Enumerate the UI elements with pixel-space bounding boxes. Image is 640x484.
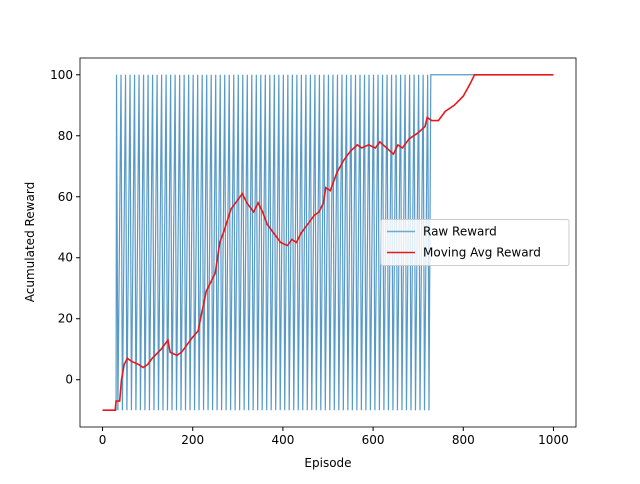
series-line — [102, 73, 554, 412]
plot-frame — [79, 57, 577, 428]
y-tick-label: 0 — [65, 373, 73, 387]
x-tick-label: 200 — [181, 433, 204, 447]
y-tick-label: 100 — [50, 68, 73, 82]
legend: Raw Reward Moving Avg Reward — [380, 219, 570, 266]
series-line — [102, 74, 554, 411]
x-tick-label: 1000 — [538, 433, 569, 447]
y-tick-label: 20 — [58, 312, 73, 326]
x-tick-label: 800 — [452, 433, 475, 447]
y-axis-label: Acumulated Reward — [23, 182, 37, 302]
legend-label: Moving Avg Reward — [423, 246, 541, 260]
x-axis-label: Episode — [304, 456, 351, 470]
x-tick-label: 0 — [99, 433, 107, 447]
legend-label: Raw Reward — [423, 225, 497, 239]
x-tick-label: 600 — [362, 433, 385, 447]
x-tick-label: 400 — [271, 433, 294, 447]
y-tick-label: 60 — [58, 190, 73, 204]
y-tick-label: 80 — [58, 129, 73, 143]
y-tick-label: 40 — [58, 251, 73, 265]
legend-box — [380, 219, 570, 266]
